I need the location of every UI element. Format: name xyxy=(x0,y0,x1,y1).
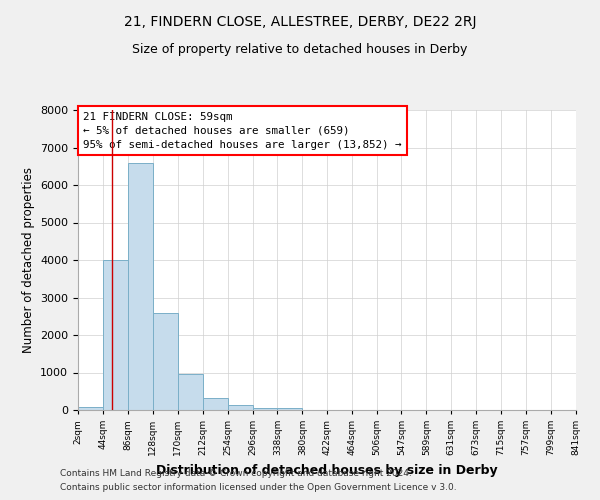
Bar xyxy=(153,312,178,410)
Text: 21 FINDERN CLOSE: 59sqm
← 5% of detached houses are smaller (659)
95% of semi-de: 21 FINDERN CLOSE: 59sqm ← 5% of detached… xyxy=(83,112,401,150)
Bar xyxy=(253,408,277,410)
Text: Size of property relative to detached houses in Derby: Size of property relative to detached ho… xyxy=(133,42,467,56)
Bar xyxy=(277,408,302,410)
Bar xyxy=(103,260,128,410)
Bar xyxy=(78,408,103,410)
Text: Contains public sector information licensed under the Open Government Licence v : Contains public sector information licen… xyxy=(60,484,457,492)
Bar xyxy=(128,162,153,410)
Bar xyxy=(227,405,253,410)
Y-axis label: Number of detached properties: Number of detached properties xyxy=(22,167,35,353)
Text: Contains HM Land Registry data © Crown copyright and database right 2024.: Contains HM Land Registry data © Crown c… xyxy=(60,468,412,477)
Bar xyxy=(178,374,203,410)
Bar xyxy=(203,398,227,410)
X-axis label: Distribution of detached houses by size in Derby: Distribution of detached houses by size … xyxy=(156,464,498,476)
Text: 21, FINDERN CLOSE, ALLESTREE, DERBY, DE22 2RJ: 21, FINDERN CLOSE, ALLESTREE, DERBY, DE2… xyxy=(124,15,476,29)
